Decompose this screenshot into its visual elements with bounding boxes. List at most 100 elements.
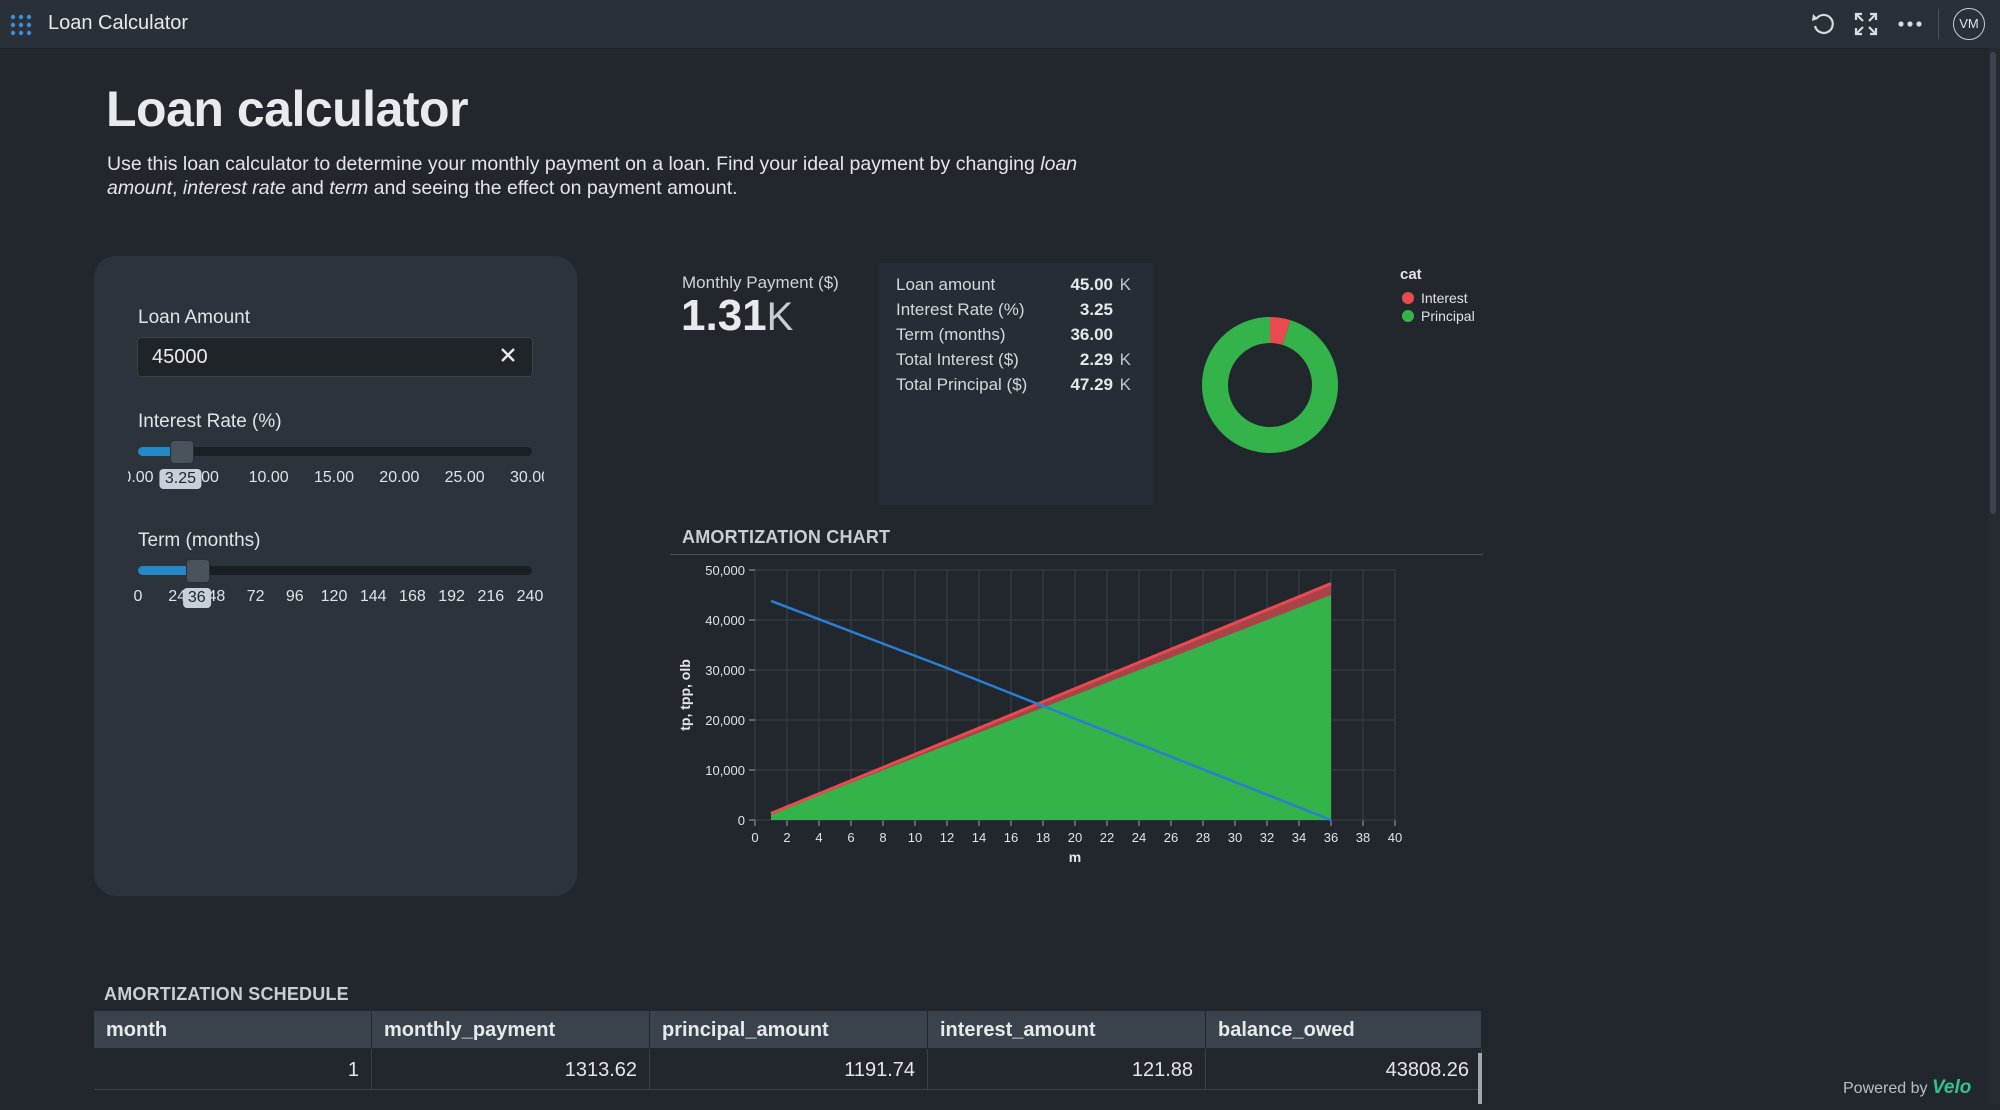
brand-logo: Velo bbox=[1931, 1077, 1972, 1098]
table-cell: 1313.62 bbox=[372, 1049, 650, 1089]
monthly-payment-number: 1.31 bbox=[681, 291, 767, 340]
summary-value: 2.29 bbox=[1079, 350, 1113, 369]
table-row[interactable] bbox=[94, 1090, 1482, 1110]
term-slider-thumb[interactable] bbox=[186, 559, 211, 583]
loan-amount-label: Loan Amount bbox=[138, 307, 250, 328]
donut-slice-interest bbox=[1270, 317, 1291, 345]
y-tick-label: 10,000 bbox=[705, 763, 745, 778]
x-tick-label: 8 bbox=[879, 830, 886, 845]
x-tick-label: 20 bbox=[1068, 830, 1082, 845]
y-tick-label: 20,000 bbox=[705, 713, 745, 728]
x-tick-label: 6 bbox=[847, 830, 854, 845]
x-tick-label: 30 bbox=[1228, 830, 1242, 845]
clear-icon[interactable] bbox=[497, 344, 519, 366]
monthly-payment-value: 1.31K bbox=[681, 291, 793, 341]
intro-part: , bbox=[172, 177, 183, 199]
apps-grid-icon[interactable] bbox=[9, 13, 33, 37]
table-cell: 1 bbox=[94, 1049, 372, 1089]
summary-label: Total Principal ($) bbox=[896, 375, 1028, 394]
table-row[interactable]: 1 1313.62 1191.74 121.88 43808.26 bbox=[94, 1049, 1482, 1090]
interest-rate-slider-thumb[interactable] bbox=[169, 440, 194, 464]
monthly-payment-label: Monthly Payment ($) bbox=[682, 273, 839, 292]
x-tick-label: 40 bbox=[1388, 830, 1402, 845]
page-title: Loan calculator bbox=[106, 81, 469, 137]
summary-value: 45.00 bbox=[1070, 275, 1113, 294]
summary-value: 36.00 bbox=[1070, 325, 1113, 344]
x-tick-label: 16 bbox=[1004, 830, 1018, 845]
summary-unit: K bbox=[1119, 350, 1131, 369]
top-bar: Loan Calculator VM bbox=[0, 0, 2000, 49]
table-cell: 121.88 bbox=[928, 1049, 1206, 1089]
intro-emphasis: interest rate bbox=[182, 177, 286, 199]
summary-value: 3.25 bbox=[1079, 300, 1113, 319]
x-tick-label: 38 bbox=[1356, 830, 1370, 845]
more-icon[interactable] bbox=[1895, 10, 1925, 38]
table-scrollbar[interactable] bbox=[1478, 1053, 1482, 1104]
summary-row: Total Principal ($) 47.29 K bbox=[896, 375, 1136, 397]
slider-tick-label: 48 bbox=[207, 588, 226, 605]
column-header[interactable]: month bbox=[94, 1011, 372, 1048]
column-header[interactable]: interest_amount bbox=[928, 1011, 1206, 1048]
x-tick-label: 34 bbox=[1292, 830, 1306, 845]
schedule-title: AMORTIZATION SCHEDULE bbox=[104, 984, 349, 1004]
slider-tick-label: 72 bbox=[246, 588, 265, 605]
column-header[interactable]: monthly_payment bbox=[372, 1011, 650, 1048]
intro-part: Use this loan calculator to determine yo… bbox=[107, 153, 1041, 175]
term-track[interactable] bbox=[138, 566, 532, 575]
y-axis-label: tp, tpp, olb bbox=[677, 659, 693, 731]
summary-unit: K bbox=[1119, 375, 1131, 394]
app-title: Loan Calculator bbox=[48, 12, 189, 34]
legend-label: Interest bbox=[1421, 290, 1468, 306]
loan-amount-input[interactable]: 45000 bbox=[137, 337, 533, 377]
summary-row: Total Interest ($) 2.29 K bbox=[896, 350, 1136, 372]
summary-row: Interest Rate (%) 3.25 bbox=[896, 300, 1136, 322]
slider-tick-label: 24 bbox=[168, 588, 187, 605]
slider-tick-label: 120 bbox=[320, 588, 348, 605]
intro-part: and bbox=[285, 177, 330, 199]
intro-emphasis: loan amount bbox=[107, 153, 1078, 199]
column-header[interactable]: balance_owed bbox=[1206, 1011, 1482, 1048]
x-axis-label: m bbox=[1069, 849, 1081, 865]
legend-title: cat bbox=[1400, 266, 1422, 283]
legend-item-interest: Interest bbox=[1402, 290, 1468, 306]
slider-tick-label: 15.00 bbox=[313, 469, 355, 486]
summary-label: Total Interest ($) bbox=[896, 350, 1019, 369]
x-tick-label: 2 bbox=[783, 830, 790, 845]
interest-rate-value-badge: 3.25 bbox=[159, 469, 202, 489]
term-ticks: 0 24 48 72 96 120 144 168 192 216 240 bbox=[128, 588, 544, 610]
x-tick-label: 0 bbox=[751, 830, 758, 845]
interest-rate-fill bbox=[138, 447, 181, 456]
refresh-icon[interactable] bbox=[1808, 10, 1838, 38]
powered-by-text: Powered by bbox=[1843, 1080, 1928, 1097]
y-tick-label: 30,000 bbox=[705, 663, 745, 678]
slider-tick-label: 25.00 bbox=[444, 469, 485, 486]
y-tick-label: 0 bbox=[738, 813, 745, 828]
slider-tick-label: 168 bbox=[399, 588, 426, 605]
payment-donut-chart bbox=[1202, 317, 1338, 453]
x-tick-label: 18 bbox=[1036, 830, 1050, 845]
column-header[interactable]: principal_amount bbox=[650, 1011, 928, 1048]
summary-row: Term (months) 36.00 bbox=[896, 325, 1136, 347]
powered-by: Powered by Velo bbox=[1843, 1077, 1971, 1099]
donut-slice-principal bbox=[1202, 317, 1338, 453]
interest-rate-track[interactable] bbox=[138, 447, 532, 456]
x-tick-label: 24 bbox=[1132, 830, 1146, 845]
x-tick-label: 14 bbox=[972, 830, 986, 845]
x-tick-label: 26 bbox=[1164, 830, 1178, 845]
fullscreen-icon[interactable] bbox=[1851, 10, 1881, 38]
slider-tick-label: 216 bbox=[477, 588, 505, 605]
summary-row: Loan amount 45.00 K bbox=[896, 275, 1136, 297]
y-tick-label: 50,000 bbox=[705, 563, 745, 578]
page-scrollbar[interactable] bbox=[1988, 48, 2000, 1104]
x-tick-label: 36 bbox=[1324, 830, 1338, 845]
x-tick-label: 28 bbox=[1196, 830, 1210, 845]
summary-label: Interest Rate (%) bbox=[896, 300, 1025, 319]
page-scrollbar-thumb[interactable] bbox=[1990, 52, 1996, 514]
summary-value: 47.29 bbox=[1070, 375, 1113, 394]
legend-swatch bbox=[1402, 292, 1414, 304]
slider-tick-label: 20.00 bbox=[379, 469, 420, 486]
legend-swatch bbox=[1402, 310, 1414, 322]
avatar[interactable]: VM bbox=[1953, 8, 1985, 40]
x-tick-label: 32 bbox=[1260, 830, 1274, 845]
toolbar-divider bbox=[1938, 9, 1939, 39]
